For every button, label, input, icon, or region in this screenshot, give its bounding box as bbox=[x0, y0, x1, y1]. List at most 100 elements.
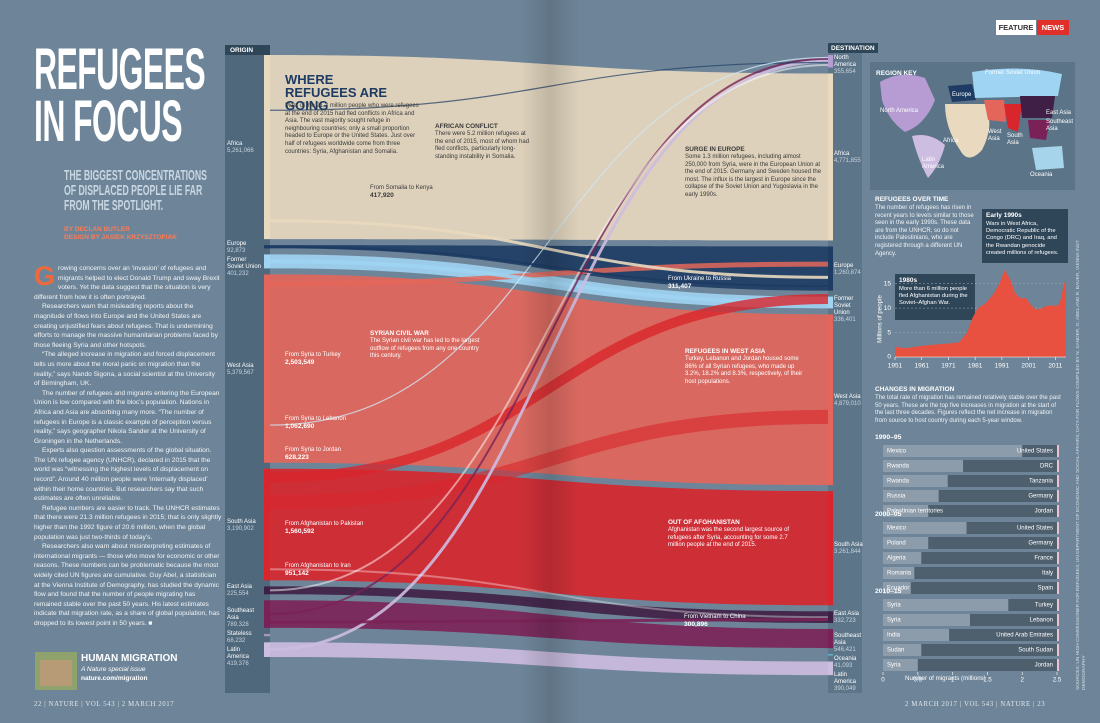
row-end-marker bbox=[1057, 614, 1059, 626]
row-end-marker bbox=[1057, 659, 1059, 671]
origin-node bbox=[264, 586, 270, 595]
note-text: More than 6 million people fled Afghanis… bbox=[899, 286, 968, 307]
flow-value: 417,920 bbox=[370, 192, 394, 199]
tag-feature: FEATURE bbox=[996, 20, 1036, 35]
origin-label: Mexico bbox=[887, 526, 907, 532]
node-label: East Asia 332,723 bbox=[834, 611, 864, 625]
region-band bbox=[270, 586, 828, 623]
destination-label: Jordan bbox=[1035, 663, 1053, 669]
note-title: OUT OF AFGHANISTAN bbox=[668, 519, 740, 526]
node-label: Latin America 419,376 bbox=[227, 647, 263, 668]
origin-label: India bbox=[887, 633, 901, 639]
map-africa bbox=[945, 104, 990, 158]
destination-node bbox=[828, 611, 833, 623]
row-background bbox=[883, 659, 1057, 671]
x-tick-label: 1961 bbox=[914, 363, 929, 370]
node-value: 546,421 bbox=[834, 646, 856, 653]
destination-node bbox=[828, 654, 833, 656]
row-background bbox=[883, 582, 1057, 594]
node-name: West Asia bbox=[834, 393, 861, 400]
flow-label: From Ukraine to Russia bbox=[668, 276, 732, 282]
flow-curve bbox=[269, 56, 829, 426]
node-label: South Asia 3,190,902 bbox=[227, 519, 263, 533]
node-label: Former Soviet Union 336,401 bbox=[834, 296, 864, 324]
node-name: Southeast Asia bbox=[227, 608, 255, 622]
destination-label: United States bbox=[1017, 526, 1053, 532]
x-tick-label: 2.5 bbox=[1053, 677, 1062, 684]
node-label: Africa 4,771,855 bbox=[834, 151, 864, 165]
origin-label: Rwanda bbox=[887, 464, 910, 470]
note-title: SURGE IN EUROPE bbox=[685, 146, 745, 153]
origin-label: Syria bbox=[887, 663, 901, 669]
flow-curve bbox=[269, 261, 829, 287]
row-end-marker bbox=[1057, 644, 1059, 656]
destination-node bbox=[828, 55, 833, 68]
intro-text: Most of the 21.3 million people who were… bbox=[285, 103, 419, 155]
region-band bbox=[270, 245, 828, 291]
node-value: 4,771,855 bbox=[834, 157, 861, 164]
annotation: OUT OF AFGHANISTAN Afghanistan was the se… bbox=[668, 519, 796, 550]
node-value: 789,328 bbox=[227, 622, 249, 629]
node-name: East Asia bbox=[227, 584, 253, 591]
x-tick-label: 0.5 bbox=[913, 677, 922, 684]
bar bbox=[883, 552, 922, 564]
note-title: 1980s bbox=[899, 277, 918, 284]
origin-label: Syria bbox=[887, 603, 901, 609]
flow-value: 300,896 bbox=[684, 621, 708, 628]
row-end-marker bbox=[1057, 629, 1059, 641]
footer-left: 22 | NATURE | VOL 543 | 2 MARCH 2017 bbox=[34, 701, 175, 708]
origin-label: Rwanda bbox=[887, 479, 910, 485]
region-label: Africa bbox=[943, 138, 959, 144]
row-background bbox=[883, 644, 1057, 656]
origin-node bbox=[264, 633, 270, 637]
destination-label: South Sudan bbox=[1018, 648, 1053, 654]
destination-node bbox=[828, 296, 833, 309]
node-name: Africa bbox=[834, 150, 850, 157]
row-end-marker bbox=[1057, 552, 1059, 564]
x-tick-label: 1 bbox=[951, 677, 955, 684]
flow-curve bbox=[269, 57, 829, 616]
destination-strip bbox=[828, 45, 862, 693]
over-time-title: REFUGEES OVER TIME bbox=[875, 196, 949, 203]
origin-label: Ecuador bbox=[887, 586, 909, 592]
destination-label: DRC bbox=[1040, 464, 1054, 470]
origin-label: Mexico bbox=[887, 449, 907, 455]
region-band bbox=[270, 468, 828, 606]
x-tick-label: 1951 bbox=[888, 363, 903, 370]
node-name: Latin America bbox=[227, 647, 250, 661]
region-label: Europe bbox=[952, 92, 972, 98]
promo-image-detail bbox=[40, 660, 72, 686]
destination-label: Spain bbox=[1038, 586, 1053, 592]
origin-node bbox=[264, 254, 270, 269]
node-value: 41,093 bbox=[834, 662, 853, 669]
node-value: 1,260,874 bbox=[834, 269, 861, 276]
paragraph: Growing concerns over an ‘invasion’ of r… bbox=[34, 261, 220, 301]
node-name: Europe bbox=[227, 240, 247, 247]
node-label: Latin America 390,049 bbox=[834, 672, 864, 693]
row-end-marker bbox=[1057, 445, 1059, 457]
node-label: Stateless 68,232 bbox=[227, 631, 263, 645]
node-label: East Asia 225,554 bbox=[227, 584, 263, 598]
region-band bbox=[270, 55, 828, 241]
flow-curve bbox=[269, 61, 829, 111]
origin-node bbox=[264, 245, 270, 249]
destination-label: Germany bbox=[1028, 494, 1053, 500]
bar bbox=[883, 490, 939, 502]
destination-label: Jordan bbox=[1035, 509, 1053, 515]
map-latin-america bbox=[912, 135, 945, 178]
row-end-marker bbox=[1057, 460, 1059, 472]
row-background bbox=[883, 567, 1057, 579]
origin-label: Algeria bbox=[887, 556, 906, 562]
x-tick-label: 1.5 bbox=[983, 677, 992, 684]
flow-curve bbox=[269, 568, 829, 619]
bar bbox=[883, 629, 950, 641]
node-name: West Asia bbox=[227, 362, 254, 369]
flow-curve bbox=[269, 63, 829, 592]
paragraph: Researchers warn that misleading reports… bbox=[34, 303, 218, 349]
note-text: Wars in West Africa, Democratic Republic… bbox=[986, 221, 1059, 256]
destination-node bbox=[828, 628, 833, 649]
map-south-asia bbox=[1004, 104, 1022, 132]
row-end-marker bbox=[1057, 475, 1059, 487]
